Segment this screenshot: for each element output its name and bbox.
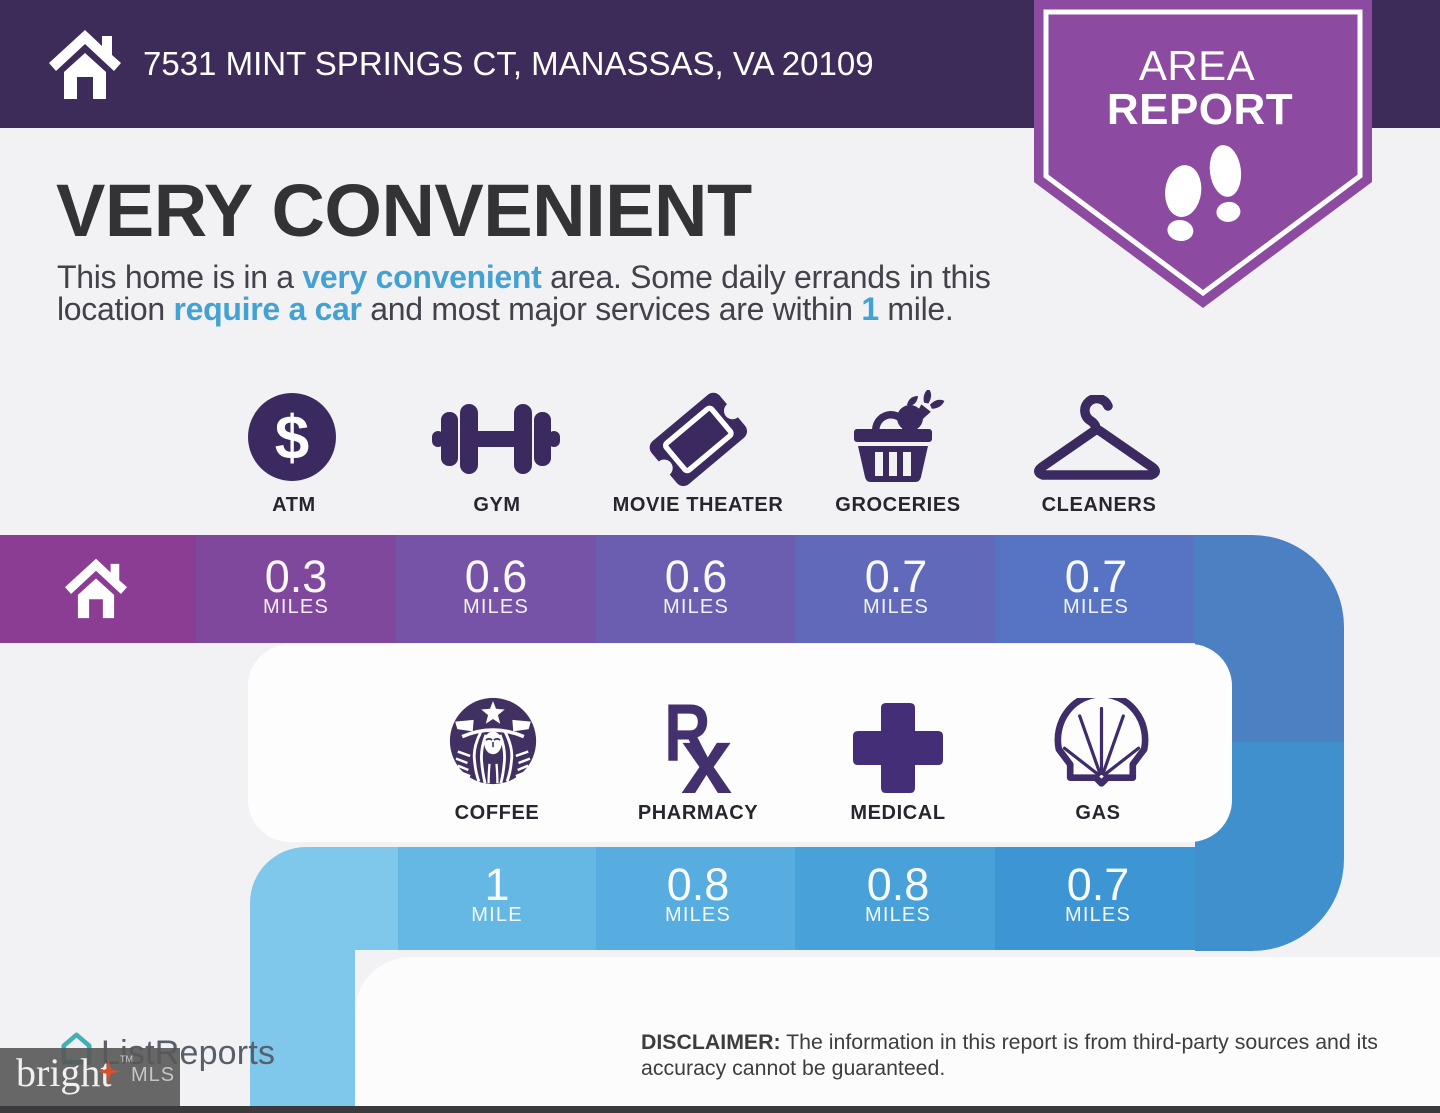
svg-text:$: $ bbox=[275, 404, 309, 473]
svg-text:x: x bbox=[681, 707, 732, 796]
svg-text:R: R bbox=[664, 698, 711, 779]
